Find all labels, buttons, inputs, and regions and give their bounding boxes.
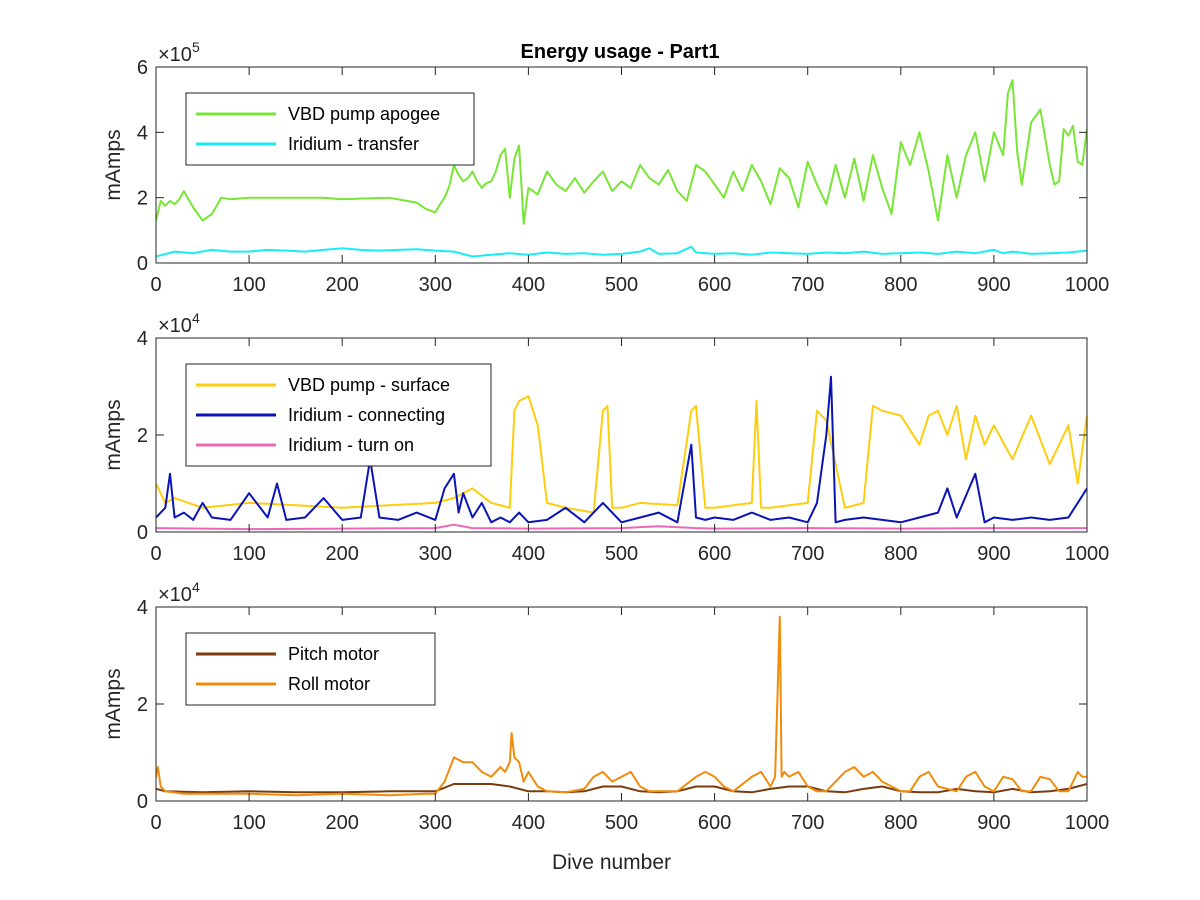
- series-line-2: [156, 245, 1087, 258]
- legend-box: [185, 92, 475, 166]
- x-tick-label: 1000: [1065, 812, 1110, 834]
- y-tick-label: 0: [137, 522, 148, 544]
- x-tick-label: 400: [512, 812, 545, 834]
- x-tick-label: 700: [791, 274, 824, 296]
- legend-label-1: Pitch motor: [288, 644, 379, 664]
- x-tick-label: 500: [605, 274, 638, 296]
- series-line-1: [156, 79, 1087, 225]
- series-line-2: [156, 615, 1087, 797]
- legend-box: [185, 632, 436, 706]
- series-line-2: [156, 375, 1087, 524]
- series-line-1: [156, 783, 1087, 794]
- x-tick-label: 500: [605, 812, 638, 834]
- x-tick-label: 200: [326, 274, 359, 296]
- x-tick-label: 200: [326, 543, 359, 565]
- x-tick-label: 100: [232, 543, 265, 565]
- y-tick-label: 4: [137, 328, 148, 350]
- x-tick-label: 500: [605, 543, 638, 565]
- x-tick-label: 1000: [1065, 543, 1110, 565]
- panel-3: 0 100 200 300 400 500 600 700 800 900 1000 0 2 4 ×104 m…: [102, 579, 1109, 874]
- x-tick-label: 0: [150, 812, 161, 834]
- legend: VBD pump apogee Iridium - transfer: [185, 92, 475, 166]
- legend-label-2: Roll motor: [288, 674, 370, 694]
- x-tick-label: 800: [884, 812, 917, 834]
- y-tick-label: 0: [137, 791, 148, 813]
- y-exponent-label: ×104: [158, 579, 200, 606]
- y-tick-label: 0: [137, 253, 148, 275]
- x-tick-label: 800: [884, 274, 917, 296]
- y-tick-label: 4: [137, 597, 148, 619]
- x-tick-label: 0: [150, 543, 161, 565]
- legend-label-2: Iridium - transfer: [288, 134, 419, 154]
- y-axis-label: mAmps: [102, 668, 125, 739]
- legend-label-3: Iridium - turn on: [288, 435, 414, 455]
- x-tick-label: 100: [232, 812, 265, 834]
- y-tick-label: 2: [137, 425, 148, 447]
- x-tick-label: 400: [512, 274, 545, 296]
- y-axis-label: mAmps: [102, 129, 125, 200]
- chart-title: Energy usage - Part1: [521, 41, 720, 63]
- x-tick-label: 300: [419, 543, 452, 565]
- x-tick-label: 100: [232, 274, 265, 296]
- legend-label-1: VBD pump - surface: [288, 375, 450, 395]
- x-tick-label: 300: [419, 812, 452, 834]
- y-exponent-label: ×104: [158, 310, 200, 337]
- panel-2: 0 100 200 300 400 500 600 700 800 900 1000 0 2 4 ×104 m…: [102, 310, 1109, 565]
- series-group: [156, 79, 1087, 258]
- series-line-1: [156, 395, 1087, 514]
- x-tick-label: 300: [419, 274, 452, 296]
- y-tick-label: 4: [137, 122, 148, 144]
- x-tick-label: 600: [698, 274, 731, 296]
- y-tick-label: 2: [137, 188, 148, 210]
- y-exponent-label: ×105: [158, 39, 200, 66]
- x-tick-label: 700: [791, 812, 824, 834]
- x-tick-label: 900: [977, 543, 1010, 565]
- x-tick-label: 600: [698, 812, 731, 834]
- x-axis-label: Dive number: [552, 851, 671, 874]
- legend: Pitch motor Roll motor: [185, 632, 436, 706]
- y-tick-label: 2: [137, 694, 148, 716]
- legend: VBD pump - surface Iridium - connecting Ir…: [185, 363, 492, 467]
- panel-1: 0 100 200 300 400 500 600 700 800 900 1000 0 2 4 6 ×105…: [102, 39, 1109, 296]
- legend-label-2: Iridium - connecting: [288, 405, 445, 425]
- x-tick-label: 1000: [1065, 274, 1110, 296]
- x-tick-label: 0: [150, 274, 161, 296]
- y-tick-label: 6: [137, 57, 148, 79]
- x-tick-label: 400: [512, 543, 545, 565]
- panels: 0 100 200 300 400 500 600 700 800 900 10000246×105…: [102, 39, 1109, 874]
- x-tick-label: 700: [791, 543, 824, 565]
- x-tick-label: 900: [977, 274, 1010, 296]
- series-group: [156, 615, 1087, 797]
- y-axis-label: mAmps: [102, 399, 125, 470]
- x-tick-label: 900: [977, 812, 1010, 834]
- x-tick-label: 800: [884, 543, 917, 565]
- legend-label-1: VBD pump apogee: [288, 104, 440, 124]
- x-tick-label: 200: [326, 812, 359, 834]
- x-tick-label: 600: [698, 543, 731, 565]
